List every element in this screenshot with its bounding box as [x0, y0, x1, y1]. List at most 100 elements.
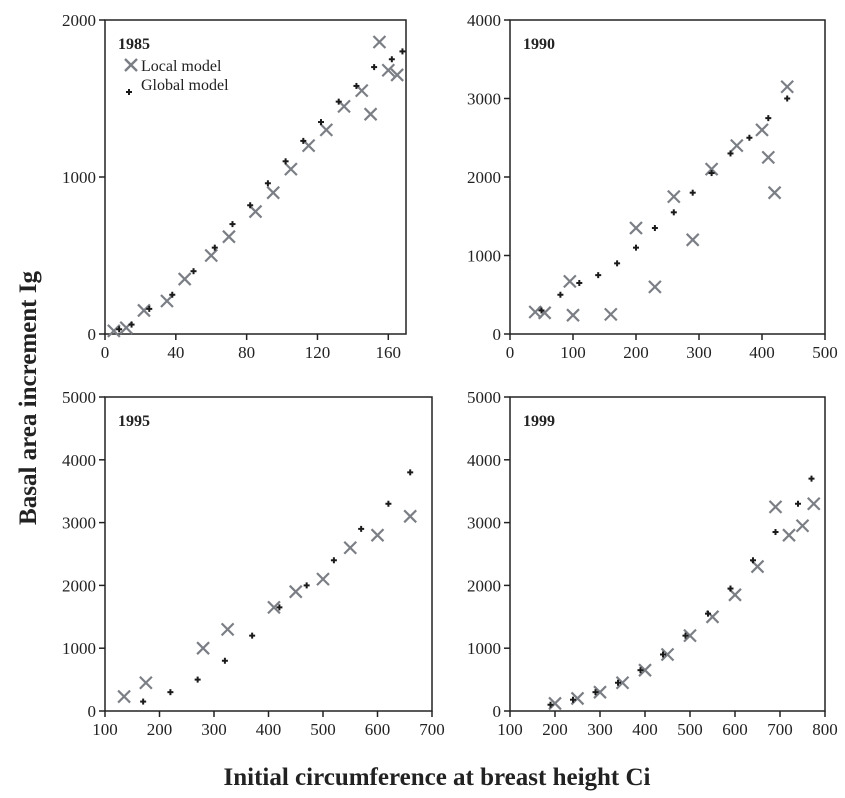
legend-global-label: Global model [141, 77, 229, 94]
local-model-point [220, 622, 235, 637]
plot-frame [509, 19, 826, 335]
local-model-point [685, 233, 700, 247]
global-model-point [570, 696, 576, 703]
legend: Local model Global model [124, 58, 229, 95]
global-model-point [765, 115, 772, 122]
local-model-point [638, 663, 652, 677]
local-model-point [204, 248, 219, 263]
global-model-point [190, 268, 197, 275]
global-model-point [221, 657, 228, 664]
y-tick-label: 5000 [62, 388, 96, 407]
local-model-point [160, 294, 174, 308]
x-tick-label: 100 [497, 720, 523, 739]
y-tick-label: 1000 [62, 639, 96, 658]
y-tick-label: 1000 [467, 639, 501, 658]
y-tick-label: 4000 [62, 451, 96, 470]
x-tick-label: 500 [677, 720, 703, 739]
global-model-point [808, 475, 815, 482]
plot-frame [104, 396, 433, 712]
x-tick-label: 40 [167, 343, 184, 362]
global-model-point [595, 272, 602, 279]
local-model-point [615, 675, 630, 690]
y-tick-label: 2000 [467, 576, 501, 595]
x-axis-title: Initial circumference at breast height C… [223, 764, 650, 791]
local-model-point [222, 229, 236, 244]
x-tick-label: 300 [587, 720, 613, 739]
y-tick-label: 3000 [467, 514, 501, 533]
x-tick-label: 600 [722, 720, 748, 739]
local-model-point [730, 138, 744, 153]
global-model-point [358, 525, 365, 532]
local-model-point [780, 79, 794, 94]
global-model-point [399, 48, 406, 55]
x-tick-label: 200 [542, 720, 568, 739]
y-tick-label: 1000 [62, 168, 96, 187]
global-model-point [276, 604, 283, 611]
x-tick-label: 0 [101, 343, 110, 362]
x-tick-label: 300 [201, 720, 227, 739]
global-model-point [211, 244, 218, 251]
global-model-point [128, 321, 135, 328]
local-model-point [537, 306, 552, 320]
global-model-point [727, 150, 734, 157]
global-model-point [249, 632, 256, 639]
global-model-point [330, 557, 337, 564]
local-model-point [372, 35, 387, 49]
global-model-point [784, 95, 791, 102]
local-model-point [648, 280, 662, 294]
local-model-point [566, 308, 580, 322]
local-model-point [363, 107, 378, 121]
local-model-point [370, 528, 385, 542]
panel-year-label: 1985 [118, 36, 150, 53]
x-tick-label: 700 [767, 720, 793, 739]
global-model-point [746, 134, 753, 141]
x-tick-label: 400 [256, 720, 282, 739]
global-model-point [407, 469, 414, 476]
global-model-point [592, 689, 599, 696]
local-model-point [177, 272, 192, 286]
panel-year-label: 1990 [523, 36, 555, 53]
y-tick-label: 3000 [467, 90, 501, 109]
x-tick-label: 300 [686, 343, 712, 362]
global-model-point [538, 307, 545, 314]
local-model-point [316, 572, 330, 586]
global-model-point [303, 582, 310, 589]
y-tick-label: 0 [88, 325, 97, 344]
y-tick-label: 2000 [62, 11, 96, 30]
global-model-point [614, 260, 621, 267]
global-model-point [282, 158, 289, 165]
local-model-point [604, 307, 618, 322]
global-model-point [689, 189, 696, 196]
local-model-point [782, 528, 796, 542]
global-model-point [140, 698, 147, 705]
local-model-point [196, 641, 210, 655]
global-model-point [388, 56, 395, 63]
panel-1985: 0 40 80 120 160 0 1000 2000 1985 [62, 11, 407, 362]
global-model-point [146, 305, 153, 312]
global-model-point [300, 137, 307, 144]
local-model-point [319, 123, 334, 137]
global-model-point [750, 557, 756, 564]
local-model-point [139, 675, 153, 690]
global-model-point [633, 244, 639, 251]
global-model-point [167, 689, 174, 696]
global-model-point [660, 651, 666, 658]
plot-frame [509, 396, 826, 712]
global-model-point [371, 64, 378, 71]
global-model-point [795, 500, 801, 507]
y-tick-label: 0 [493, 325, 502, 344]
global-model-point [229, 221, 236, 228]
local-model-point [137, 303, 151, 318]
global-model-point [194, 676, 201, 683]
local-model-point [767, 185, 782, 200]
y-axis-title: Basal area increment Ig [15, 271, 42, 525]
local-model-point [806, 496, 821, 511]
x-tick-label: 500 [812, 343, 838, 362]
global-model-point [318, 119, 325, 126]
y-tick-label: 0 [88, 702, 97, 721]
x-tick-label: 600 [365, 720, 391, 739]
global-model-point [772, 529, 779, 536]
local-model-point [288, 584, 303, 599]
x-tick-label: 200 [623, 343, 649, 362]
